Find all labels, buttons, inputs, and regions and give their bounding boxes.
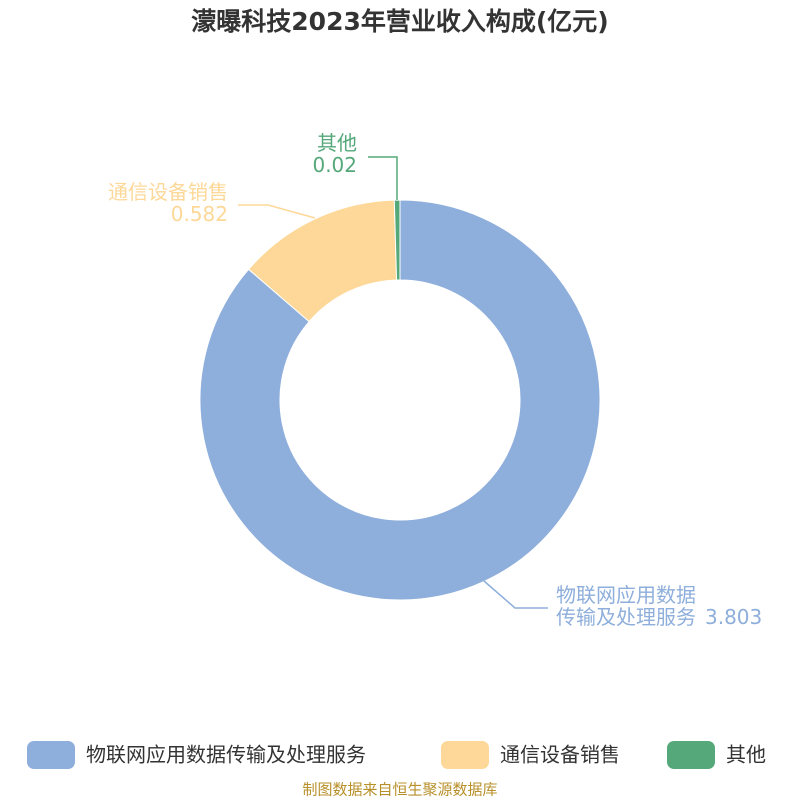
legend-swatch: [441, 741, 489, 769]
label-name: 其他: [317, 131, 357, 155]
donut-slice: [393, 199, 401, 281]
label-value: 3.803: [705, 605, 763, 629]
legend-label: 物联网应用数据传输及处理服务: [86, 743, 366, 767]
legend-swatch: [667, 741, 715, 769]
label-name: 通信设备销售: [108, 180, 228, 204]
legend-label: 其他: [726, 743, 766, 767]
legend-label: 通信设备销售: [500, 743, 620, 767]
leader-line: [483, 580, 548, 609]
label-name: 物联网应用数据传输及处理服务: [556, 583, 696, 629]
leader-line: [238, 204, 316, 219]
data-label: 物联网应用数据传输及处理服务 3.803: [555, 584, 762, 628]
donut-slice: [199, 199, 601, 601]
chart-title: 濛曝科技2023年营业收入构成(亿元): [191, 7, 608, 36]
data-label: 其他 0.02: [312, 132, 357, 176]
legend-swatch: [27, 741, 75, 769]
data-label: 通信设备销售 0.582: [108, 181, 228, 225]
label-value: 0.582: [170, 202, 228, 226]
label-value: 0.02: [312, 153, 357, 177]
leader-line: [368, 156, 398, 200]
source-note: 制图数据来自恒生聚源数据库: [302, 781, 497, 799]
